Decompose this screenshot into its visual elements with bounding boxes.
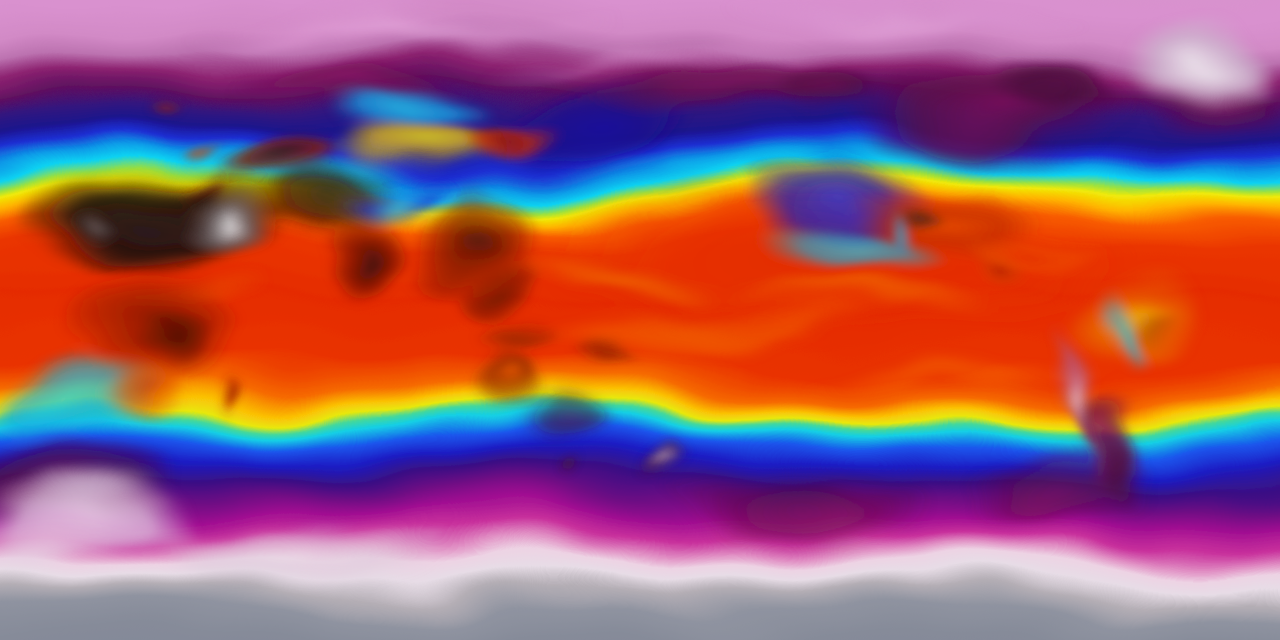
hotspot-uk-warm — [205, 142, 235, 160]
hotspot-new-zealand — [653, 435, 683, 477]
hotspot-tasmania-dark — [563, 462, 581, 478]
hotspot-ne-china-darkred — [460, 115, 560, 165]
hotspot-tibet-cold — [336, 187, 460, 219]
hotspot-arctic-streak-2 — [710, 5, 1090, 31]
hotspot-equator-wisp-3 — [785, 360, 1115, 396]
hotspot-greenland-ice — [1123, 19, 1269, 117]
hotspot-madagascar-warm — [219, 370, 245, 422]
hotspot-arabia-bright — [193, 193, 281, 261]
hotspot-australia-se-maroon — [519, 391, 611, 449]
hotspot-equator-wisp-1 — [540, 308, 860, 352]
hotspot-us-southwest-dark — [909, 192, 951, 222]
hotspot-peru-coast-cyan — [1110, 285, 1138, 375]
hotspot-caribbean-red — [965, 224, 1105, 266]
hotspot-subarctic-maroon-2 — [570, 61, 870, 115]
hotspot-subarctic-maroon-1 — [220, 53, 480, 103]
hotspot-southern-maroon-1 — [670, 467, 930, 533]
hotspot-iceland-warm — [161, 95, 183, 109]
hotspot-congo-dark — [129, 317, 201, 377]
hotspot-australia-nw-hot — [474, 356, 546, 414]
hotspot-southern-maroon-2 — [965, 463, 1155, 521]
hotspot-arctic-streak-1 — [170, 6, 630, 38]
hotspot-canada-dark — [985, 59, 1125, 117]
hotspot-south-africa-warm — [102, 376, 178, 434]
hotspot-india-dark — [331, 214, 415, 298]
hotspot-new-guinea-dark — [582, 343, 642, 369]
hotspot-amazon-dark-vein — [1120, 311, 1180, 349]
hotspot-indonesia-dark — [477, 333, 573, 361]
hotspot-indochina-dark — [474, 264, 536, 336]
hotspot-equator-wisp-2 — [725, 283, 1005, 317]
hotspot-baja-cyan — [895, 198, 917, 258]
hotspot-equator-wisp-4 — [500, 264, 740, 300]
hotspot-south-atlantic-pale-2 — [150, 518, 450, 578]
hotspot-south-atlantic-pale-1 — [0, 486, 200, 570]
hotspot-arctic-streak-3 — [480, 41, 820, 63]
regional-temperature-hotspots — [0, 5, 1280, 578]
hotspot-sahara-gray-core — [70, 215, 130, 249]
